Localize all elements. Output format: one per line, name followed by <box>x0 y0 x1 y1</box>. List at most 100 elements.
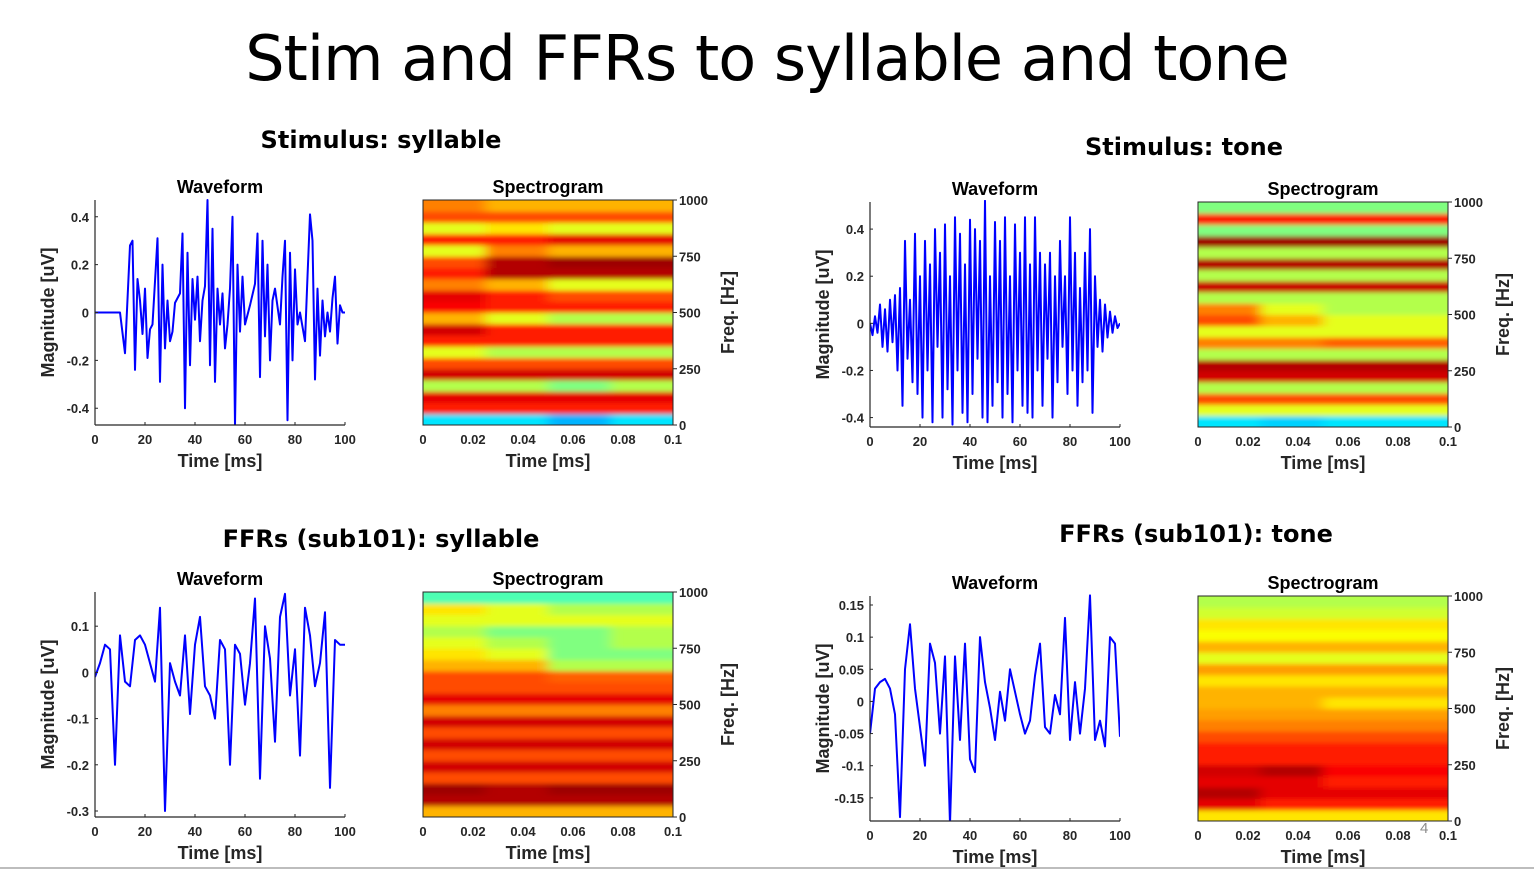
x-tick-label: 100 <box>334 824 356 839</box>
spectrogram-cell <box>1385 809 1448 821</box>
spectrogram-cell <box>485 301 549 313</box>
x-tick-label: 0.06 <box>560 432 585 447</box>
x-tick-label: 60 <box>1013 828 1027 843</box>
spectrogram-cell <box>1323 641 1386 653</box>
spectrogram-cell <box>548 738 611 750</box>
y-tick-label: 0 <box>1454 814 1461 829</box>
spectrogram-cell <box>610 794 673 807</box>
spectrogram-cell <box>1385 325 1448 338</box>
y-axis-label: Magnitude [uV] <box>813 250 833 380</box>
spectrogram-cell <box>485 312 549 325</box>
spectrogram-cell <box>610 704 673 717</box>
spectrogram-cell <box>1323 415 1386 427</box>
spectrogram-cell <box>548 614 611 627</box>
spectrogram-cell <box>548 772 611 784</box>
spectrogram-cell <box>485 402 549 415</box>
spectrogram-cell <box>548 592 611 604</box>
spectrogram-cell <box>1323 404 1386 417</box>
spectrogram-cell <box>610 256 673 268</box>
spectrogram-cell <box>610 603 673 615</box>
spectrogram-cell <box>610 760 673 773</box>
spectrogram-cell <box>1385 393 1448 405</box>
spectrogram-cell <box>423 312 486 325</box>
waveform-line <box>870 200 1120 426</box>
spectrogram-cell <box>1198 663 1261 676</box>
spectrogram-cell <box>1260 719 1324 732</box>
spectrogram-cell <box>485 222 549 235</box>
spectrogram-cell <box>1385 652 1448 664</box>
spectrogram-cell <box>1385 753 1448 766</box>
spectrogram-cell <box>423 637 486 649</box>
spectrogram-cell <box>610 278 673 291</box>
slide-title: Stim and FFRs to syllable and tone <box>245 22 1290 95</box>
y-tick-label: 0 <box>679 810 686 825</box>
spectrogram-cell <box>610 783 673 795</box>
spectrogram-cell <box>1323 280 1386 293</box>
y-tick-label: -0.1 <box>842 759 864 774</box>
y-axis-label: Freq. [Hz] <box>718 663 738 746</box>
spectrogram-cell <box>610 614 673 627</box>
waveform-plot: 0 20 40 60 80 100 -0.15 -0.1 -0.05 0 0.05 0.1 0.15 Wa… <box>813 573 1131 867</box>
x-tick-label: 20 <box>138 824 152 839</box>
spectrogram-cell <box>610 222 673 235</box>
x-tick-label: 0.04 <box>510 824 536 839</box>
y-axis-label: Freq. [Hz] <box>1493 667 1513 750</box>
x-tick-label: 0.04 <box>1285 434 1311 449</box>
y-axis-label: Freq. [Hz] <box>718 271 738 354</box>
spectrogram-cell <box>423 794 486 807</box>
spectrogram-cell <box>1385 641 1448 653</box>
spectrogram-cell <box>423 727 486 739</box>
spectrogram-cell <box>423 760 486 773</box>
y-tick-label: 0.05 <box>839 662 864 677</box>
spectrogram-cell <box>485 368 549 381</box>
spectrogram-cell <box>485 670 549 683</box>
spectrogram-cell <box>1260 798 1324 811</box>
x-axis-label: Time [ms] <box>506 451 591 471</box>
spectrogram-cell <box>423 335 486 347</box>
spectrogram-cell <box>1198 629 1261 642</box>
y-tick-label: 1000 <box>679 193 708 208</box>
x-tick-label: 100 <box>334 432 356 447</box>
y-tick-label: -0.1 <box>67 712 89 727</box>
spectrogram-cell <box>423 346 486 358</box>
spectrogram-cell <box>610 368 673 381</box>
spectrogram-cell <box>1260 663 1324 676</box>
waveform-title: Waveform <box>952 179 1038 199</box>
spectrogram-cell <box>485 659 549 672</box>
spectrogram-cell <box>1198 742 1261 754</box>
spectrogram-cell <box>1385 663 1448 676</box>
y-tick-label: 0.4 <box>71 210 90 225</box>
spectrogram-cell <box>1385 787 1448 799</box>
y-tick-label: 0.2 <box>846 269 864 284</box>
spectrogram-cell <box>485 346 549 358</box>
x-tick-label: 0.1 <box>1439 434 1457 449</box>
spectrogram-cell <box>1323 809 1386 821</box>
spectrogram-cells <box>1198 202 1448 427</box>
x-axis-label: Time [ms] <box>178 843 263 863</box>
spectrogram-cell <box>485 805 549 817</box>
spectrogram-plot: 0 0.02 0.04 0.06 0.08 0.102505007501000Spectr… <box>1194 179 1513 473</box>
waveform-line <box>95 199 345 425</box>
spectrogram-cell <box>485 592 549 604</box>
spectrogram-cell <box>610 659 673 672</box>
spectrogram-cell <box>1260 809 1324 821</box>
spectrogram-cell <box>610 312 673 325</box>
spectrogram-cell <box>610 625 673 638</box>
panel-title-ffr-syllable: FFRs (sub101): syllable <box>222 525 540 553</box>
x-tick-label: 20 <box>138 432 152 447</box>
spectrogram-cell <box>1385 708 1448 721</box>
spectrogram-cell <box>1198 764 1261 777</box>
spectrogram-cell <box>1198 731 1261 743</box>
spectrogram-cell <box>1198 337 1261 349</box>
spectrogram-cell <box>1323 753 1386 766</box>
spectrogram-cell <box>1385 359 1448 372</box>
x-tick-label: 100 <box>1109 828 1131 843</box>
spectrogram-cell <box>423 772 486 784</box>
spectrogram-cell <box>1323 382 1386 394</box>
x-tick-label: 0.08 <box>610 824 635 839</box>
spectrogram-cell <box>1323 607 1386 619</box>
spectrogram-cell <box>1260 708 1324 721</box>
spectrogram-cell <box>548 402 611 415</box>
spectrogram-cell <box>1198 776 1261 788</box>
